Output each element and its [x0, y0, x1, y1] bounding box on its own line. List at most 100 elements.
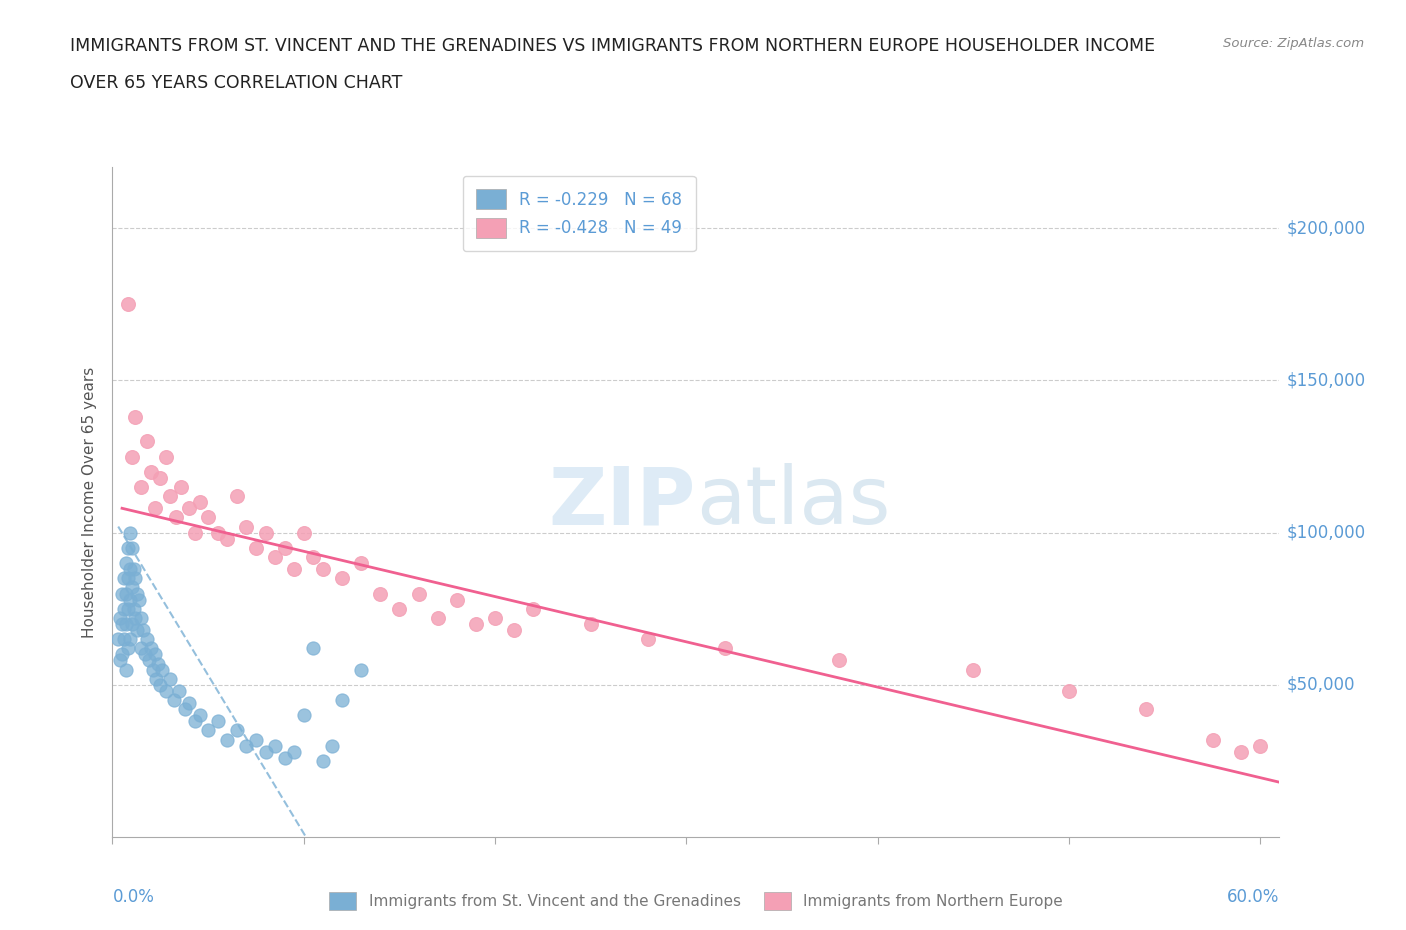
Point	[174, 702, 197, 717]
Point	[129, 641, 152, 656]
Point	[112, 571, 135, 586]
Y-axis label: Householder Income Over 65 years: Householder Income Over 65 years	[82, 366, 97, 638]
Point	[350, 662, 373, 677]
Text: $50,000: $50,000	[1286, 676, 1355, 694]
Point	[321, 738, 343, 753]
Point	[446, 592, 468, 607]
Point	[225, 488, 247, 503]
Point	[388, 602, 411, 617]
Point	[273, 751, 295, 765]
Point	[159, 671, 181, 686]
Point	[155, 684, 177, 698]
Point	[330, 571, 353, 586]
Point	[283, 562, 305, 577]
Point	[330, 693, 353, 708]
Point	[637, 631, 659, 646]
Point	[122, 602, 145, 617]
Point	[127, 586, 149, 601]
Point	[235, 519, 257, 534]
Point	[129, 480, 152, 495]
Point	[1057, 684, 1080, 698]
Point	[118, 592, 141, 607]
Point	[254, 525, 277, 540]
Point	[117, 297, 139, 312]
Point	[962, 662, 984, 677]
Point	[117, 641, 139, 656]
Point	[122, 562, 145, 577]
Point	[135, 631, 157, 646]
Point	[368, 586, 391, 601]
Point	[143, 647, 166, 662]
Legend: Immigrants from St. Vincent and the Grenadines, Immigrants from Northern Europe: Immigrants from St. Vincent and the Gren…	[323, 885, 1069, 916]
Point	[522, 602, 544, 617]
Point	[264, 738, 287, 753]
Point	[129, 610, 152, 625]
Point	[135, 434, 157, 449]
Point	[579, 617, 602, 631]
Point	[111, 647, 134, 662]
Point	[118, 562, 141, 577]
Point	[121, 580, 143, 595]
Point	[169, 684, 191, 698]
Point	[302, 550, 325, 565]
Text: $100,000: $100,000	[1286, 524, 1365, 541]
Point	[254, 744, 277, 759]
Point	[112, 602, 135, 617]
Point	[107, 631, 129, 646]
Point	[190, 495, 212, 510]
Point	[139, 641, 162, 656]
Point	[118, 631, 141, 646]
Point	[124, 571, 146, 586]
Point	[111, 617, 134, 631]
Point	[115, 662, 138, 677]
Point	[292, 708, 315, 723]
Point	[121, 540, 143, 555]
Point	[143, 501, 166, 516]
Point	[292, 525, 315, 540]
Point	[225, 723, 247, 737]
Point	[190, 708, 212, 723]
Point	[121, 617, 143, 631]
Point	[124, 409, 146, 424]
Point	[235, 738, 257, 753]
Text: IMMIGRANTS FROM ST. VINCENT AND THE GRENADINES VS IMMIGRANTS FROM NORTHERN EUROP: IMMIGRANTS FROM ST. VINCENT AND THE GREN…	[70, 37, 1156, 55]
Text: ZIP: ZIP	[548, 463, 696, 541]
Point	[312, 753, 335, 768]
Point	[115, 586, 138, 601]
Point	[1249, 738, 1271, 753]
Point	[184, 714, 207, 729]
Point	[118, 525, 141, 540]
Point	[283, 744, 305, 759]
Point	[207, 525, 229, 540]
Point	[170, 480, 193, 495]
Point	[155, 449, 177, 464]
Text: Source: ZipAtlas.com: Source: ZipAtlas.com	[1223, 37, 1364, 50]
Point	[484, 610, 506, 625]
Point	[1230, 744, 1253, 759]
Text: atlas: atlas	[696, 463, 890, 541]
Point	[145, 671, 167, 686]
Point	[165, 510, 187, 525]
Point	[148, 656, 170, 671]
Point	[117, 571, 139, 586]
Point	[184, 525, 207, 540]
Point	[828, 653, 851, 668]
Text: OVER 65 YEARS CORRELATION CHART: OVER 65 YEARS CORRELATION CHART	[70, 74, 402, 92]
Point	[197, 723, 219, 737]
Point	[139, 464, 162, 479]
Point	[108, 610, 131, 625]
Point	[426, 610, 449, 625]
Point	[149, 677, 172, 692]
Point	[177, 696, 200, 711]
Text: 0.0%: 0.0%	[112, 888, 155, 906]
Point	[713, 641, 735, 656]
Point	[163, 693, 186, 708]
Point	[1201, 732, 1223, 747]
Point	[465, 617, 488, 631]
Text: 60.0%: 60.0%	[1227, 888, 1279, 906]
Point	[245, 540, 267, 555]
Point	[112, 631, 135, 646]
Text: $150,000: $150,000	[1286, 371, 1365, 390]
Point	[408, 586, 430, 601]
Point	[142, 662, 165, 677]
